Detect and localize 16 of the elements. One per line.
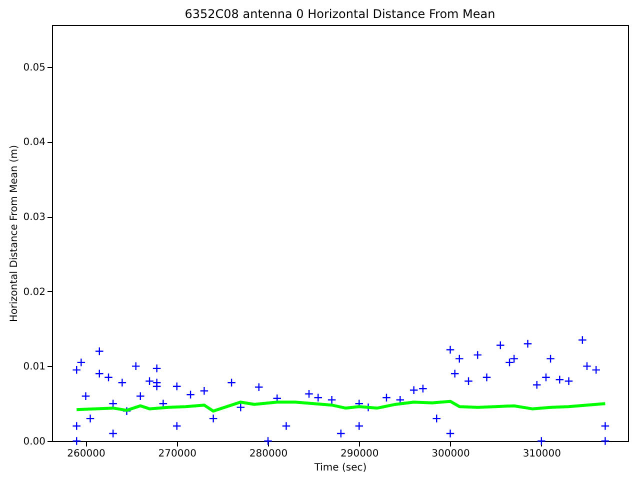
x-tick-label: 260000 bbox=[67, 448, 106, 460]
x-tick-label: 300000 bbox=[432, 448, 470, 460]
y-tick-label: 0.01 bbox=[23, 362, 46, 373]
x-tick-label: 290000 bbox=[340, 448, 379, 460]
x-tick-label: 280000 bbox=[249, 448, 288, 460]
y-tick-label: 0.05 bbox=[23, 62, 46, 74]
y-tick-label: 0.03 bbox=[23, 212, 46, 224]
x-axis-title: Time (sec) bbox=[313, 462, 367, 474]
y-tick-label: 0.00 bbox=[23, 436, 46, 448]
line-series bbox=[75, 400, 607, 413]
y-tick-label: 0.04 bbox=[23, 137, 46, 148]
x-tick-label: 310000 bbox=[522, 448, 562, 460]
x-tick-label: 270000 bbox=[158, 448, 196, 460]
chart-title: 6352C08 antenna 0 Horizontal Distance From Mean bbox=[184, 7, 496, 21]
y-tick-label: 0.02 bbox=[23, 286, 46, 298]
y-axis-title: Horizontal Distance From Mean (m) bbox=[9, 144, 20, 322]
